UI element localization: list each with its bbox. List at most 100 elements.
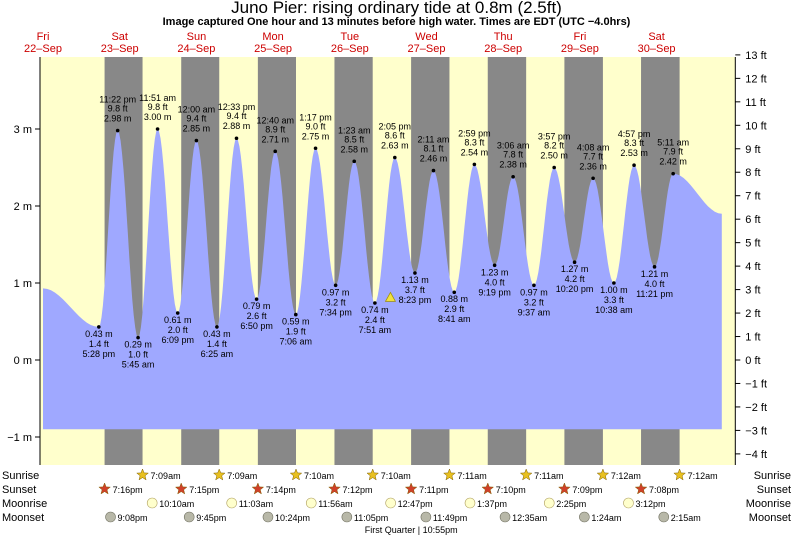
high-tide-point [194,138,199,143]
low-tide-point [572,260,577,265]
low-tide-meters: 0.59 m [282,317,310,327]
moonset-time: 9:08pm [118,513,148,523]
high-tide-point [632,163,636,167]
right-tick-label: 3 ft [745,285,760,297]
right-tick-label: 5 ft [745,238,760,250]
high-tide-meters: 3.00 m [144,112,172,122]
day-of-week-label: Wed [415,31,437,43]
day-of-week-label: Sat [648,31,665,43]
high-tide-meters: 2.36 m [579,161,607,171]
row-label-sunrise: Sunrise [2,470,39,482]
low-tide-point [373,301,377,305]
sunset-icon [558,482,571,495]
high-tide-point [591,176,595,181]
sunset-time: 7:09pm [572,485,602,495]
low-tide-point [254,297,259,301]
date-label: 23–Sep [101,43,139,55]
sunrise-icon [443,468,456,481]
moonrise-time: 2:25pm [556,499,586,509]
low-tide-time: 6:09 pm [161,335,194,345]
high-tide-time: 2:05 pm [379,121,412,131]
low-tide-time: 8:41 am [438,314,471,324]
high-tide-time: 3:06 am [497,141,530,151]
left-tick-label: 3 m [14,124,32,136]
low-tide-point [413,271,417,275]
low-tide-time: 10:20 pm [556,284,594,294]
row-label-right-sunset: Sunset [757,484,791,496]
high-tide-time: 12:33 pm [218,102,256,112]
sunset-time: 7:12pm [342,485,372,495]
date-label: 26–Sep [331,43,369,55]
chart-title: Juno Pier: rising ordinary tide at 0.8m … [231,0,562,17]
low-tide-point [215,325,219,329]
moonrise-time: 1:37pm [477,499,507,509]
low-tide-time: 7:34 pm [319,307,352,317]
moonrise-icon [464,497,476,509]
row-label-right-moonset: Moonset [749,512,791,524]
low-tide-feet: 2.6 ft [247,311,268,321]
moonrise-icon [385,497,396,509]
sunrise-time: 7:10am [304,471,334,481]
row-label-moonrise: Moonrise [2,498,47,510]
right-tick-label: 13 ft [745,50,766,62]
right-tick-label: 9 ft [745,144,760,156]
low-tide-feet: 4.0 ft [485,277,506,287]
moonrise-time: 3:12pm [635,499,665,509]
date-label: 30–Sep [638,43,676,55]
right-tick-label: −4 ft [745,449,767,461]
moonrise-icon [146,497,158,509]
high-tide-feet: 8.6 ft [385,130,406,140]
sunset-icon [404,482,418,495]
right-tick-label: −3 ft [745,425,767,437]
sunrise-time: 7:09am [151,471,181,481]
high-tide-meters: 2.75 m [302,131,330,141]
high-tide-meters: 2.50 m [540,151,568,161]
high-tide-time: 3:57 pm [538,132,571,142]
low-tide-meters: 0.29 m [124,340,152,350]
right-tick-label: 1 ft [745,332,760,344]
right-tick-label: 12 ft [745,73,766,85]
low-tide-point [532,283,536,288]
high-tide-feet: 8.3 ft [464,137,485,147]
moonrise-time: 12:47pm [398,499,433,509]
moonset-icon [658,511,670,523]
high-tide-point [313,146,318,151]
low-tide-time: 7:06 am [280,337,313,347]
day-of-week-label: Fri [573,31,586,43]
low-tide-meters: 0.43 m [203,329,231,339]
low-tide-meters: 1.27 m [561,264,589,274]
sunrise-time: 7:11am [534,471,563,481]
sunrise-icon [596,468,610,481]
low-tide-feet: 1.4 ft [89,339,110,349]
high-tide-feet: 9.8 ft [148,102,169,112]
low-tide-feet: 4.2 ft [565,274,586,284]
low-tide-point [97,325,101,329]
sunrise-time: 7:11am [457,471,486,481]
high-tide-meters: 2.85 m [183,124,211,134]
high-tide-meters: 2.54 m [461,147,489,157]
sunrise-icon [673,468,686,481]
high-tide-feet: 7.9 ft [663,147,684,157]
high-tide-time: 1:17 pm [299,112,332,122]
low-tide-time: 5:45 am [122,360,155,370]
low-tide-meters: 0.43 m [85,329,113,339]
low-tide-feet: 3.3 ft [604,295,625,305]
left-tick-label: 0 m [14,355,32,367]
high-tide-meters: 2.98 m [104,114,132,124]
high-tide-meters: 2.38 m [499,160,527,170]
moonrise-icon [543,497,555,509]
low-tide-feet: 4.0 ft [645,279,666,289]
high-tide-point [352,159,357,164]
day-of-week-label: Sat [111,31,128,43]
low-tide-point [333,283,338,288]
sunset-icon [251,482,265,495]
low-tide-time: 8:23 pm [399,295,432,305]
right-tick-label: 6 ft [745,214,760,226]
high-tide-time: 11:22 pm [99,95,136,105]
moonset-time: 10:24pm [275,513,310,523]
high-tide-feet: 8.3 ft [624,138,645,148]
low-tide-feet: 3.2 ft [524,297,545,307]
low-tide-feet: 3.2 ft [326,297,347,307]
low-tide-meters: 0.61 m [164,315,192,325]
